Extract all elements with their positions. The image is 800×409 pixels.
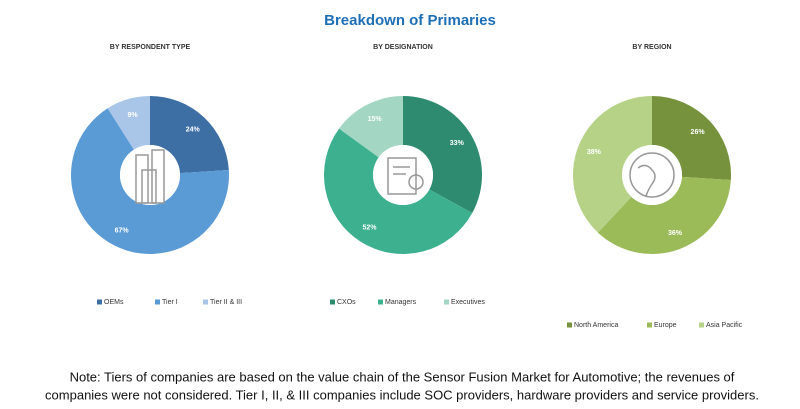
donut-slice — [324, 128, 473, 254]
legend-label: Tier I — [162, 299, 178, 306]
donut-hole — [373, 145, 433, 205]
slice-label: 15% — [368, 116, 383, 123]
legend-swatch — [330, 299, 335, 305]
legend-label: Europe — [654, 322, 677, 329]
building-icon — [135, 149, 165, 204]
page-title: Breakdown of Primaries — [324, 12, 496, 29]
note-line: companies were not considered. Tier I, I… — [45, 387, 759, 402]
slice-label: 52% — [363, 225, 378, 232]
donut-slice — [70, 108, 229, 254]
legend-swatch — [699, 322, 704, 328]
legend-label: OEMs — [104, 299, 124, 306]
legend-label: Tier II & III — [210, 299, 242, 306]
legend-swatch — [444, 299, 449, 305]
donut-slice — [573, 96, 652, 233]
legend-swatch — [378, 299, 383, 305]
slice-label: 36% — [668, 230, 683, 237]
legend-swatch — [567, 322, 572, 328]
note-line: Note: Tiers of companies are based on th… — [70, 369, 735, 384]
slice-label: 26% — [691, 129, 706, 136]
chart-subtitle: BY DESIGNATION — [373, 44, 433, 51]
legend-label: North America — [574, 322, 618, 329]
legend-swatch — [155, 299, 160, 305]
donut-hole — [622, 145, 682, 205]
donut-slice — [652, 96, 731, 180]
donut-slice — [107, 96, 150, 150]
legend-label: Asia Pacific — [706, 322, 743, 329]
legend-swatch — [647, 322, 652, 328]
certificate-icon — [387, 157, 424, 195]
slice-label: 38% — [587, 149, 602, 156]
donut-slice — [339, 96, 403, 158]
legend-label: Executives — [451, 299, 485, 306]
legend-label: CXOs — [337, 299, 356, 306]
slice-label: 33% — [450, 140, 465, 147]
donut-slice — [597, 176, 731, 254]
chart-subtitle: BY REGION — [632, 44, 671, 51]
slice-label: 67% — [115, 228, 130, 235]
icons — [135, 149, 675, 204]
legend-label: Managers — [385, 299, 417, 306]
slice-label: 9% — [128, 112, 139, 119]
donut-hole — [120, 145, 180, 205]
donut-slice — [403, 96, 482, 214]
legend-swatch — [97, 299, 102, 305]
globe-icon — [629, 152, 675, 198]
donut-slice — [150, 96, 229, 174]
legend-swatch — [203, 299, 208, 305]
chart-subtitle: BY RESPONDENT TYPE — [110, 44, 191, 51]
slice-label: 24% — [186, 126, 201, 133]
